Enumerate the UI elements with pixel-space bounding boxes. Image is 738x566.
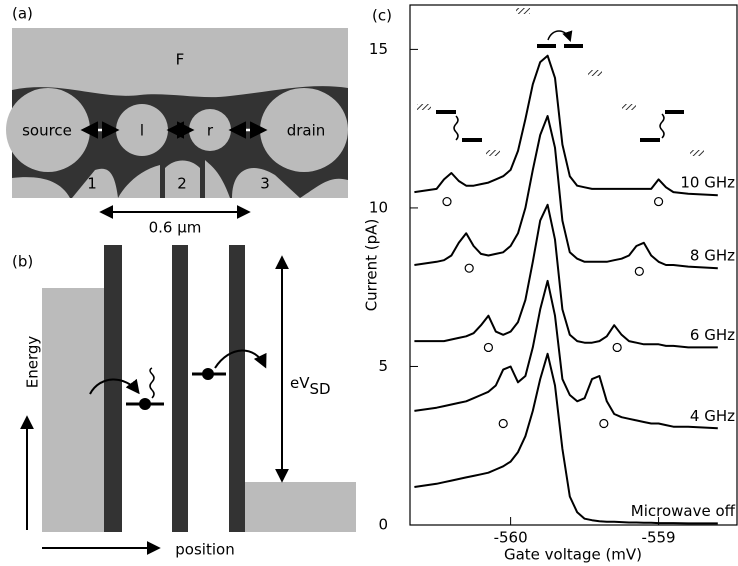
series-line — [414, 115, 718, 270]
resonance-marker — [634, 266, 644, 276]
series-label: 8 GHz — [690, 247, 735, 265]
tunnel-arrow — [89, 378, 140, 395]
series-label: 6 GHz — [690, 326, 735, 344]
drain-fermi-sea — [245, 482, 356, 532]
barrier — [172, 245, 188, 532]
lead-label: source — [22, 122, 72, 140]
series-line — [414, 54, 718, 197]
resonance-marker — [464, 263, 474, 273]
axis-label: Energy — [24, 336, 42, 389]
panel-a: (a) F source l r drain 1 2 3 0.6 μm — [6, 5, 348, 237]
gate-number: 3 — [260, 175, 270, 193]
lead-label: drain — [287, 122, 326, 140]
series-line — [414, 279, 718, 430]
drain-lead — [260, 88, 348, 172]
x-axis-title: Gate voltage (mV) — [504, 546, 642, 564]
y-tick-label: 15 — [369, 40, 388, 58]
x-tick-label: -559 — [642, 529, 676, 547]
left-dot — [116, 104, 168, 156]
barrier — [104, 245, 122, 532]
right-dot — [189, 109, 231, 151]
electron — [202, 368, 214, 380]
series-line — [414, 203, 718, 349]
resonance-marker — [498, 418, 508, 429]
y-axis-title: Current (pA) — [363, 219, 381, 312]
x-tick-label: -560 — [494, 529, 528, 547]
gate — [72, 168, 118, 198]
panel-label: (b) — [12, 253, 33, 271]
barrier — [229, 245, 245, 532]
gate — [232, 168, 300, 198]
resonance-marker — [653, 196, 664, 207]
plot-frame — [409, 4, 738, 526]
series-label: Microwave off — [631, 502, 736, 520]
gate-label: F — [176, 51, 185, 69]
electron — [139, 398, 151, 410]
panel-label: (a) — [12, 5, 33, 23]
scale-label: 0.6 μm — [149, 219, 202, 237]
panel-b: (b) eVSD Energy position — [12, 245, 356, 559]
source-lead — [6, 88, 90, 172]
gate — [165, 160, 200, 198]
resonance-marker — [483, 342, 494, 353]
photon — [149, 367, 155, 399]
y-tick-label: 0 — [378, 516, 388, 534]
axis-label: position — [175, 541, 234, 559]
bias-sub: SD — [310, 380, 331, 398]
resonance-marker — [442, 196, 452, 207]
level-schematics — [417, 8, 704, 156]
panel-label: (c) — [372, 7, 392, 25]
tunnel-arrow — [214, 349, 267, 369]
bias-main: eV — [290, 374, 310, 392]
series-line — [414, 352, 718, 525]
resonance-marker — [599, 418, 609, 429]
series-label: 10 GHz — [680, 174, 735, 192]
gate-number: 1 — [87, 175, 97, 193]
gate-number: 2 — [177, 175, 187, 193]
resonance-marker — [612, 342, 622, 353]
y-tick-label: 10 — [369, 198, 388, 216]
dot-label: r — [207, 122, 214, 140]
series-label: 4 GHz — [690, 407, 735, 425]
dot-label: l — [140, 122, 144, 140]
source-fermi-sea — [42, 288, 104, 532]
bias-label: eVSD — [290, 374, 331, 398]
y-tick-label: 5 — [378, 357, 388, 375]
